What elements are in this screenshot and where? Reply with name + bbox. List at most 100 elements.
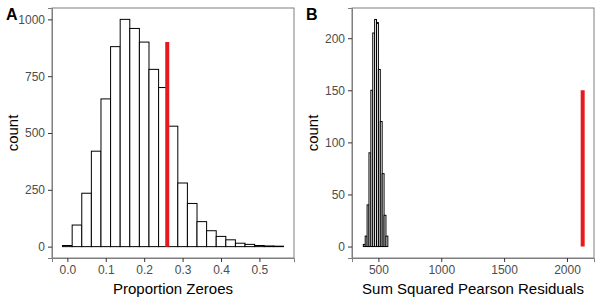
tick-mark [348, 247, 352, 248]
histogram-bar [130, 28, 140, 246]
observed-line [581, 90, 585, 246]
tick-label: 0.3 [175, 263, 192, 277]
tick-mark [378, 258, 379, 262]
tick: 1000 [428, 258, 455, 277]
tick-label: 2000 [554, 263, 581, 277]
tick-mark [48, 133, 52, 134]
tick-mark [348, 38, 352, 39]
tick: 100 [325, 136, 352, 150]
tick: 0 [338, 240, 352, 254]
tick: 0 [38, 240, 52, 254]
tick-label: 1000 [18, 13, 45, 27]
tick-mark [221, 258, 222, 262]
tick-mark [48, 76, 52, 77]
panel-frame [52, 8, 294, 258]
tick-mark [348, 194, 352, 195]
tick-label: 0.5 [252, 263, 269, 277]
histogram-bar [255, 246, 265, 247]
histogram-bar [101, 99, 111, 247]
tick-label: 0.1 [98, 263, 115, 277]
tick-label: 100 [325, 136, 345, 150]
tick: 1000 [18, 13, 52, 27]
tick-label: 150 [325, 84, 345, 98]
histogram-bar [235, 243, 245, 246]
histogram-bar [245, 244, 255, 246]
y-axis: 0 50 100 150 200 [325, 9, 353, 259]
tick-label: 0.2 [136, 263, 153, 277]
histogram-bar [149, 69, 159, 246]
histogram-bar [63, 246, 73, 247]
tick-label: 200 [325, 32, 345, 46]
histogram-bar [216, 236, 226, 246]
histogram-bar [91, 151, 101, 246]
histogram-bar [207, 231, 217, 247]
tick-mark [567, 258, 568, 262]
tick-mark [259, 258, 260, 262]
tick-mark [106, 258, 107, 262]
tick-label: 1000 [428, 263, 455, 277]
y-axis: 0 250 500 750 1000 [18, 9, 52, 259]
tick-mark [48, 190, 52, 191]
tick: 50 [332, 188, 352, 202]
tick-label: 0 [338, 240, 345, 254]
tick: 1500 [491, 258, 518, 277]
histogram-bar [120, 19, 130, 246]
tick: 0.0 [60, 258, 77, 277]
tick-label: 1500 [491, 263, 518, 277]
observed-line [165, 42, 169, 247]
marks [363, 19, 582, 246]
figure: 0.00.10.20.30.40.502505007501000AProport… [0, 0, 600, 300]
tick-label: 50 [332, 188, 346, 202]
tick: 250 [25, 183, 52, 197]
panel-label: B [306, 6, 318, 23]
tick: 0.3 [175, 258, 192, 277]
tick-label: 0.4 [213, 263, 230, 277]
histogram-bar [139, 42, 149, 247]
panel: 0.00.10.20.30.40.502505007501000AProport… [4, 6, 295, 297]
tick-mark [348, 90, 352, 91]
tick: 0.4 [213, 258, 230, 277]
tick-label: 250 [25, 183, 45, 197]
tick-mark [48, 19, 52, 20]
tick: 750 [25, 70, 52, 84]
tick-label: 750 [25, 70, 45, 84]
histogram-bar [197, 222, 207, 247]
tick-label: 500 [25, 126, 45, 140]
tick-label: 0 [38, 240, 45, 254]
histogram-bar [274, 246, 284, 247]
x-axis: 500 1000 1500 2000 [353, 258, 595, 277]
axis-line [353, 259, 595, 263]
tick: 2000 [554, 258, 581, 277]
tick-mark [67, 258, 68, 262]
axis-line [53, 259, 295, 263]
axis-line [48, 9, 53, 259]
tick-mark [144, 258, 145, 262]
histogram-bar [111, 47, 121, 247]
axis-line [348, 9, 353, 259]
panel: 500 1000 1500 2000 0 50 100 150 200 B Sum Squared … [304, 6, 595, 297]
histogram-bar [168, 126, 178, 246]
x-axis: 0.0 0.1 0.2 0.3 0.4 0.5 [53, 258, 295, 277]
tick-mark [504, 258, 505, 262]
histogram-bar [264, 245, 274, 247]
tick-mark [183, 258, 184, 262]
tick-label: 500 [369, 263, 389, 277]
tick-label: 0.0 [60, 263, 77, 277]
tick-mark [441, 258, 442, 262]
tick: 0.1 [98, 258, 115, 277]
tick: 0.2 [136, 258, 153, 277]
x-axis-title: Proportion Zeroes [113, 280, 233, 297]
histogram-bar [187, 203, 197, 246]
tick-mark [348, 142, 352, 143]
tick: 0.5 [252, 258, 269, 277]
histogram-bar [226, 240, 236, 247]
histogram-bar [386, 236, 388, 246]
tick-mark [48, 247, 52, 248]
histogram-bar [72, 225, 82, 247]
marks [63, 19, 284, 246]
x-axis-title: Sum Squared Pearson Residuals [362, 280, 584, 297]
histogram-bar [178, 183, 188, 247]
histogram-bar [82, 193, 92, 246]
tick: 150 [325, 84, 352, 98]
tick: 500 [25, 126, 52, 140]
